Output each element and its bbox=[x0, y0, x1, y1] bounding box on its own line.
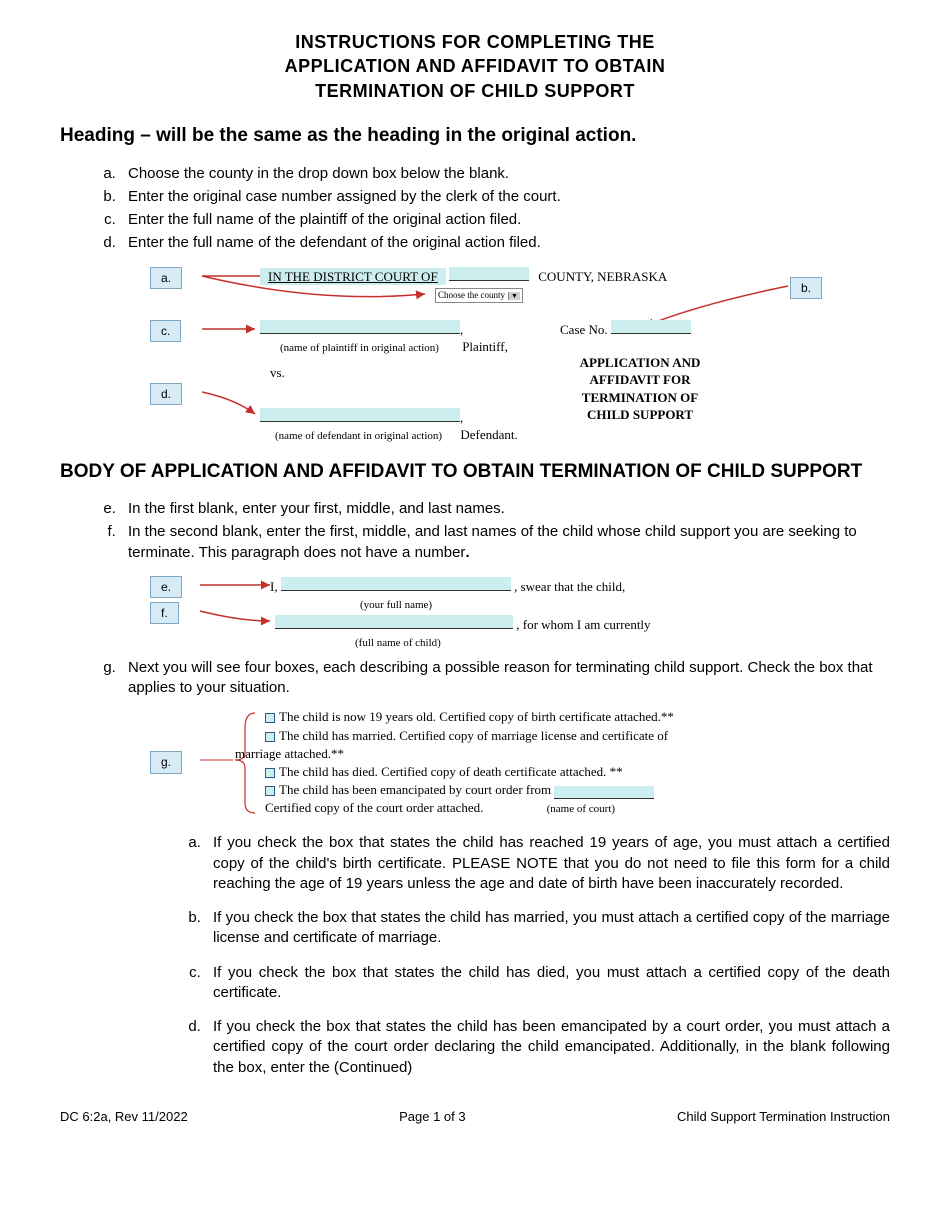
instruction-f: In the second blank, enter the first, mi… bbox=[120, 522, 890, 563]
courtname-caption: (name of court) bbox=[547, 803, 615, 815]
instruction-c: Enter the full name of the plaintiff of … bbox=[120, 210, 890, 230]
option-2-text: The child has married. Certified copy of… bbox=[279, 728, 668, 743]
checkbox-icon bbox=[265, 768, 275, 778]
i-label: I, bbox=[270, 579, 278, 594]
plaintiff-blank bbox=[260, 320, 460, 334]
county-suffix: COUNTY, NEBRASKA bbox=[538, 269, 667, 284]
defendant-caption: (name of defendant in original action) bbox=[275, 430, 442, 442]
instruction-f-text: In the second blank, enter the first, mi… bbox=[128, 523, 857, 560]
case-no-label: Case No. bbox=[560, 322, 608, 337]
form-checkbox-illustration: g. The child is now 19 years old. Certif… bbox=[140, 708, 780, 818]
instruction-a: Choose the county in the drop down box b… bbox=[120, 164, 890, 184]
defendant-label: Defendant. bbox=[460, 427, 517, 442]
swear-text: , swear that the child, bbox=[514, 579, 625, 594]
option-3: The child has died. Certified copy of de… bbox=[265, 763, 775, 781]
option-3-text: The child has died. Certified copy of de… bbox=[279, 764, 623, 779]
callout-g: g. bbox=[150, 751, 182, 773]
chevron-down-icon: ▼ bbox=[508, 292, 520, 300]
heading-section-1: Heading – will be the same as the headin… bbox=[60, 123, 890, 149]
sub-instruction-list: If you check the box that states the chi… bbox=[60, 833, 890, 1078]
checkbox-icon bbox=[265, 786, 275, 796]
option-2b-text: marriage attached.** bbox=[235, 745, 775, 763]
yourname-blank bbox=[281, 577, 511, 591]
instruction-list-body: In the first blank, enter your first, mi… bbox=[60, 499, 890, 563]
county-dropdown: Choose the county▼ bbox=[435, 288, 523, 302]
childname-caption: (full name of child) bbox=[355, 637, 441, 649]
childname-blank bbox=[275, 615, 513, 629]
document-title: INSTRUCTIONS FOR COMPLETING THE APPLICAT… bbox=[60, 30, 890, 103]
option-4b-text: Certified copy of the court order attach… bbox=[265, 800, 483, 815]
title-line-1: INSTRUCTIONS FOR COMPLETING THE bbox=[60, 30, 890, 54]
callout-e: e. bbox=[150, 576, 182, 598]
sub-instruction-a: If you check the box that states the chi… bbox=[205, 833, 890, 894]
page-footer: DC 6:2a, Rev 11/2022 Page 1 of 3 Child S… bbox=[60, 1108, 890, 1126]
doc-title-3: TERMINATION OF bbox=[560, 389, 720, 407]
instruction-d: Enter the full name of the defendant of … bbox=[120, 233, 890, 253]
case-no-blank bbox=[611, 320, 691, 334]
sub-instruction-b: If you check the box that states the chi… bbox=[205, 908, 890, 949]
checkbox-icon bbox=[265, 713, 275, 723]
courtname-blank bbox=[554, 786, 654, 799]
option-1-text: The child is now 19 years old. Certified… bbox=[279, 709, 674, 724]
currently-text: , for whom I am currently bbox=[516, 617, 650, 632]
option-1: The child is now 19 years old. Certified… bbox=[265, 708, 775, 726]
instruction-list-heading: Choose the county in the drop down box b… bbox=[60, 164, 890, 254]
instruction-f-period: . bbox=[465, 544, 469, 561]
callout-c: c. bbox=[150, 320, 181, 342]
callout-f: f. bbox=[150, 602, 179, 624]
doc-title-4: CHILD SUPPORT bbox=[560, 406, 720, 424]
footer-left: DC 6:2a, Rev 11/2022 bbox=[60, 1108, 188, 1126]
checkbox-icon bbox=[265, 732, 275, 742]
form-body-illustration: e. f. I, , swear that the child, (your f… bbox=[140, 573, 760, 653]
option-4: The child has been emancipated by court … bbox=[265, 781, 775, 799]
callout-d: d. bbox=[150, 383, 182, 405]
yourname-caption: (your full name) bbox=[360, 599, 432, 611]
defendant-blank bbox=[260, 408, 460, 422]
sub-instruction-c: If you check the box that states the chi… bbox=[205, 963, 890, 1004]
heading-section-2: BODY OF APPLICATION AND AFFIDAVIT TO OBT… bbox=[60, 459, 890, 485]
form-doc-title: APPLICATION AND AFFIDAVIT FOR TERMINATIO… bbox=[560, 354, 720, 424]
title-line-3: TERMINATION OF CHILD SUPPORT bbox=[60, 79, 890, 103]
option-4-text: The child has been emancipated by court … bbox=[279, 782, 551, 797]
sub-instruction-d: If you check the box that states the chi… bbox=[205, 1017, 890, 1078]
doc-title-2: AFFIDAVIT FOR bbox=[560, 371, 720, 389]
instruction-e: In the first blank, enter your first, mi… bbox=[120, 499, 890, 519]
option-2: The child has married. Certified copy of… bbox=[265, 727, 775, 745]
instruction-b: Enter the original case number assigned … bbox=[120, 187, 890, 207]
footer-center: Page 1 of 3 bbox=[399, 1108, 466, 1126]
doc-title-1: APPLICATION AND bbox=[560, 354, 720, 372]
plaintiff-label: Plaintiff, bbox=[462, 339, 508, 354]
court-prefix: IN THE DISTRICT COURT OF bbox=[260, 268, 446, 286]
plaintiff-caption: (name of plaintiff in original action) bbox=[280, 342, 439, 354]
title-line-2: APPLICATION AND AFFIDAVIT TO OBTAIN bbox=[60, 54, 890, 78]
form-heading-illustration: a. b. c. d. IN THE DISTRICT COURT OF COU… bbox=[140, 264, 840, 444]
county-blank bbox=[449, 267, 529, 281]
vs-label: vs. bbox=[270, 364, 285, 382]
instruction-g: Next you will see four boxes, each descr… bbox=[120, 658, 890, 699]
instruction-list-g: Next you will see four boxes, each descr… bbox=[60, 658, 890, 699]
footer-right: Child Support Termination Instruction bbox=[677, 1108, 890, 1126]
option-4-line2: Certified copy of the court order attach… bbox=[265, 799, 775, 817]
callout-a: a. bbox=[150, 267, 182, 289]
dropdown-label: Choose the county bbox=[438, 290, 505, 300]
